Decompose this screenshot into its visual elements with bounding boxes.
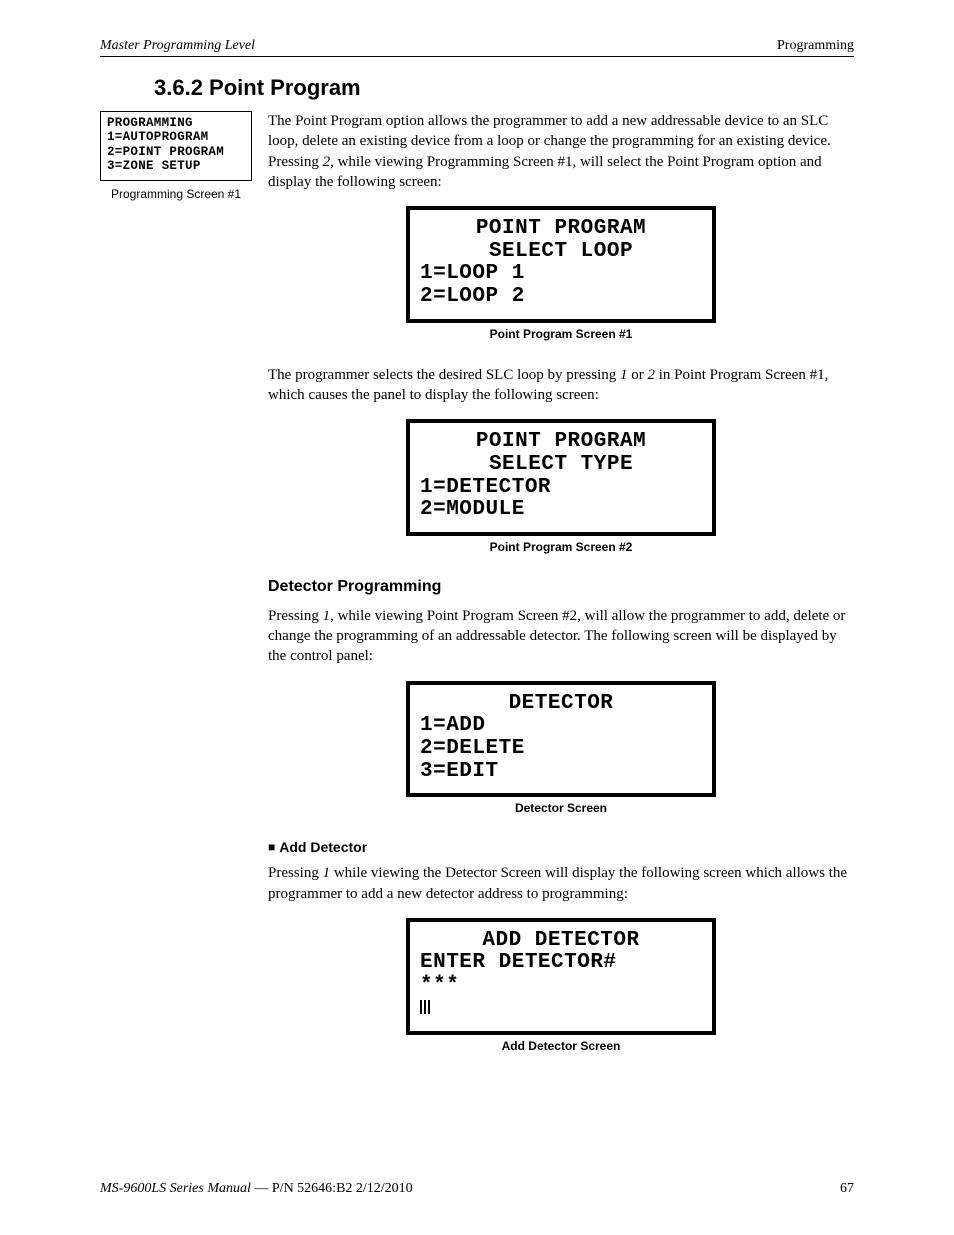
lcd-line: 3=EDIT [420,761,702,784]
page-footer: MS-9600LS Series Manual — P/N 52646:B2 2… [100,1181,854,1197]
key-press: 1 [620,367,628,383]
screen-2-block: POINT PROGRAM SELECT TYPE 1=DETECTOR 2=M… [268,419,854,554]
para-text: The programmer selects the desired SLC l… [268,367,620,383]
sidebar-line: PROGRAMMING [107,116,245,130]
key-press: 2 [648,367,656,383]
header-right: Programming [777,38,854,54]
paragraph-1: The Point Program option allows the prog… [268,111,854,192]
screen-2-caption: Point Program Screen #2 [268,540,854,554]
footer-dash: — [251,1181,272,1196]
key-press: 1 [323,608,331,624]
add-detector-heading: ■ Add Detector [268,839,854,855]
lcd-line: POINT PROGRAM [420,218,702,241]
sidebar: PROGRAMMING 1=AUTOPROGRAM 2=POINT PROGRA… [100,111,252,1077]
add-detector-label: Add Detector [279,839,367,855]
lcd-line: 2=LOOP 2 [420,286,702,309]
paragraph-3: Pressing 1, while viewing Point Program … [268,606,854,667]
lcd-cursor-line [420,998,702,1021]
footer-pn: P/N 52646:B2 2/12/2010 [272,1181,413,1196]
footer-left: MS-9600LS Series Manual — P/N 52646:B2 2… [100,1181,413,1197]
screen-3-caption: Detector Screen [268,801,854,815]
sidebar-line: 2=POINT PROGRAM [107,145,245,159]
screen-3-block: DETECTOR 1=ADD 2=DELETE 3=EDIT Detector … [268,681,854,816]
footer-page-number: 67 [840,1181,854,1197]
lcd-line: POINT PROGRAM [420,431,702,454]
lcd-line: ENTER DETECTOR# [420,952,702,975]
lcd-line: DETECTOR [420,693,702,716]
key-press: 2 [323,154,331,170]
lcd-line: 2=DELETE [420,738,702,761]
screen-4-caption: Add Detector Screen [268,1039,854,1053]
detector-programming-heading: Detector Programming [268,578,854,596]
lcd-line: 1=ADD [420,715,702,738]
para-text: , while viewing Programming Screen #1, w… [268,154,822,190]
lcd-placeholder: *** [420,974,459,997]
point-program-screen-2: POINT PROGRAM SELECT TYPE 1=DETECTOR 2=M… [406,419,716,536]
para-text: or [628,367,648,383]
key-press: 1 [323,865,331,881]
para-text: while viewing the Detector Screen will d… [268,865,847,901]
lcd-line: SELECT TYPE [420,454,702,477]
main-content: PROGRAMMING 1=AUTOPROGRAM 2=POINT PROGRA… [100,111,854,1077]
lcd-line: SELECT LOOP [420,241,702,264]
paragraph-2: The programmer selects the desired SLC l… [268,365,854,406]
para-text: Pressing [268,865,323,881]
sidebar-caption: Programming Screen #1 [100,187,252,201]
lcd-line: 1=DETECTOR [420,477,702,500]
square-bullet-icon: ■ [268,840,275,854]
programming-screen-box: PROGRAMMING 1=AUTOPROGRAM 2=POINT PROGRA… [100,111,252,181]
para-text: , while viewing Point Program Screen #2,… [268,608,845,665]
footer-manual: MS-9600LS Series Manual [100,1181,251,1196]
page-header: Master Programming Level Programming [100,38,854,57]
screen-1-block: POINT PROGRAM SELECT LOOP 1=LOOP 1 2=LOO… [268,206,854,341]
lcd-line: *** [420,975,702,998]
lcd-line: 1=LOOP 1 [420,263,702,286]
sidebar-line: 1=AUTOPROGRAM [107,130,245,144]
header-left: Master Programming Level [100,38,255,54]
sidebar-line: 3=ZONE SETUP [107,159,245,173]
section-title: 3.6.2 Point Program [154,75,854,101]
screen-4-block: ADD DETECTOR ENTER DETECTOR# *** Add Det… [268,918,854,1053]
point-program-screen-1: POINT PROGRAM SELECT LOOP 1=LOOP 1 2=LOO… [406,206,716,323]
para-text: Pressing [268,608,323,624]
cursor-icon [420,1000,432,1014]
paragraph-4: Pressing 1 while viewing the Detector Sc… [268,863,854,904]
screen-1-caption: Point Program Screen #1 [268,327,854,341]
body-column: The Point Program option allows the prog… [268,111,854,1077]
lcd-line: 2=MODULE [420,499,702,522]
detector-screen: DETECTOR 1=ADD 2=DELETE 3=EDIT [406,681,716,798]
lcd-line: ADD DETECTOR [420,930,702,953]
add-detector-screen: ADD DETECTOR ENTER DETECTOR# *** [406,918,716,1035]
